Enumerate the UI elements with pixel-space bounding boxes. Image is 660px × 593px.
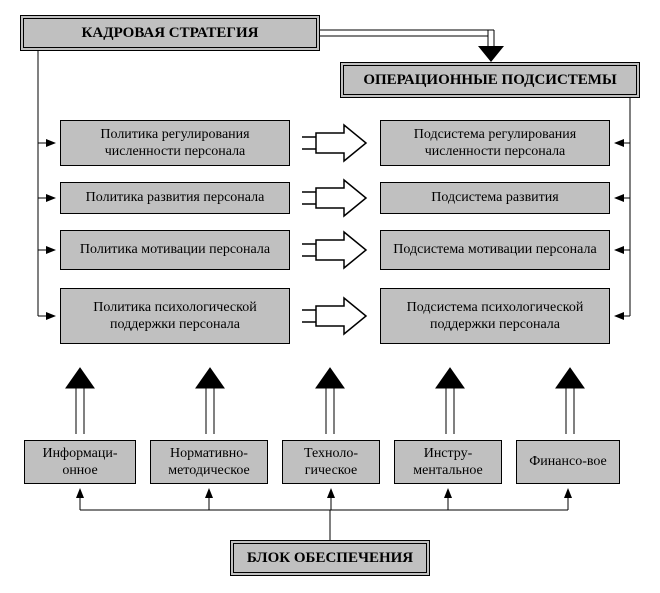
policy-development: Политика развития персонала	[60, 182, 290, 214]
support-info: Информаци-онное	[24, 440, 136, 484]
block-arrow-1	[302, 125, 366, 161]
footer-block-label: БЛОК ОБЕСПЕЧЕНИЯ	[247, 549, 413, 568]
up-arrow-1	[66, 368, 94, 434]
policy-headcount-label: Политика регулирования численности персо…	[67, 126, 283, 161]
support-instrumental-label: Инстру-ментальное	[401, 445, 495, 480]
header-strategy-label: КАДРОВАЯ СТРАТЕГИЯ	[82, 24, 259, 43]
footer-block: БЛОК ОБЕСПЕЧЕНИЯ	[230, 540, 430, 576]
policy-development-label: Политика развития персонала	[86, 189, 265, 207]
support-instrumental: Инстру-ментальное	[394, 440, 502, 484]
block-arrow-4	[302, 298, 366, 334]
up-arrow-4	[436, 368, 464, 434]
diagram-canvas: КАДРОВАЯ СТРАТЕГИЯ ОПЕРАЦИОННЫЕ ПОДСИСТЕ…	[0, 0, 660, 593]
block-arrows	[302, 125, 366, 334]
subsystem-psych: Подсистема психологической поддержки пер…	[380, 288, 610, 344]
support-financial: Финансо-вое	[516, 440, 620, 484]
up-arrow-3	[316, 368, 344, 434]
block-arrow-2	[302, 180, 366, 216]
subsystem-psych-label: Подсистема психологической поддержки пер…	[387, 299, 603, 334]
support-normative: Нормативно-методическое	[150, 440, 268, 484]
bottom-bus	[80, 490, 568, 540]
up-arrow-2	[196, 368, 224, 434]
subsystem-headcount-label: Подсистема регулирования численности пер…	[387, 126, 603, 161]
support-financial-label: Финансо-вое	[529, 453, 607, 471]
subsystem-development-label: Подсистема развития	[431, 189, 558, 207]
policy-motivation-label: Политика мотивации персонала	[80, 241, 270, 259]
subsystem-motivation-label: Подсистема мотивации персонала	[393, 241, 596, 259]
header-subsystems: ОПЕРАЦИОННЫЕ ПОДСИСТЕМЫ	[340, 62, 640, 98]
policy-psych: Политика психологической поддержки персо…	[60, 288, 290, 344]
support-info-label: Информаци-онное	[31, 445, 129, 480]
upward-arrows	[66, 368, 584, 434]
header-strategy: КАДРОВАЯ СТРАТЕГИЯ	[20, 15, 320, 51]
policy-headcount: Политика регулирования численности персо…	[60, 120, 290, 166]
subsystem-headcount: Подсистема регулирования численности пер…	[380, 120, 610, 166]
left-spine	[38, 51, 54, 316]
subsystem-development: Подсистема развития	[380, 182, 610, 214]
policy-psych-label: Политика психологической поддержки персо…	[67, 299, 283, 334]
right-spine	[616, 98, 630, 316]
support-tech: Техноло-гическое	[282, 440, 380, 484]
header-subsystems-label: ОПЕРАЦИОННЫЕ ПОДСИСТЕМЫ	[363, 71, 616, 90]
support-normative-label: Нормативно-методическое	[157, 445, 261, 480]
policy-motivation: Политика мотивации персонала	[60, 230, 290, 270]
subsystem-motivation: Подсистема мотивации персонала	[380, 230, 610, 270]
block-arrow-3	[302, 232, 366, 268]
up-arrow-5	[556, 368, 584, 434]
edge-top-link	[320, 30, 504, 62]
support-tech-label: Техноло-гическое	[289, 445, 373, 480]
